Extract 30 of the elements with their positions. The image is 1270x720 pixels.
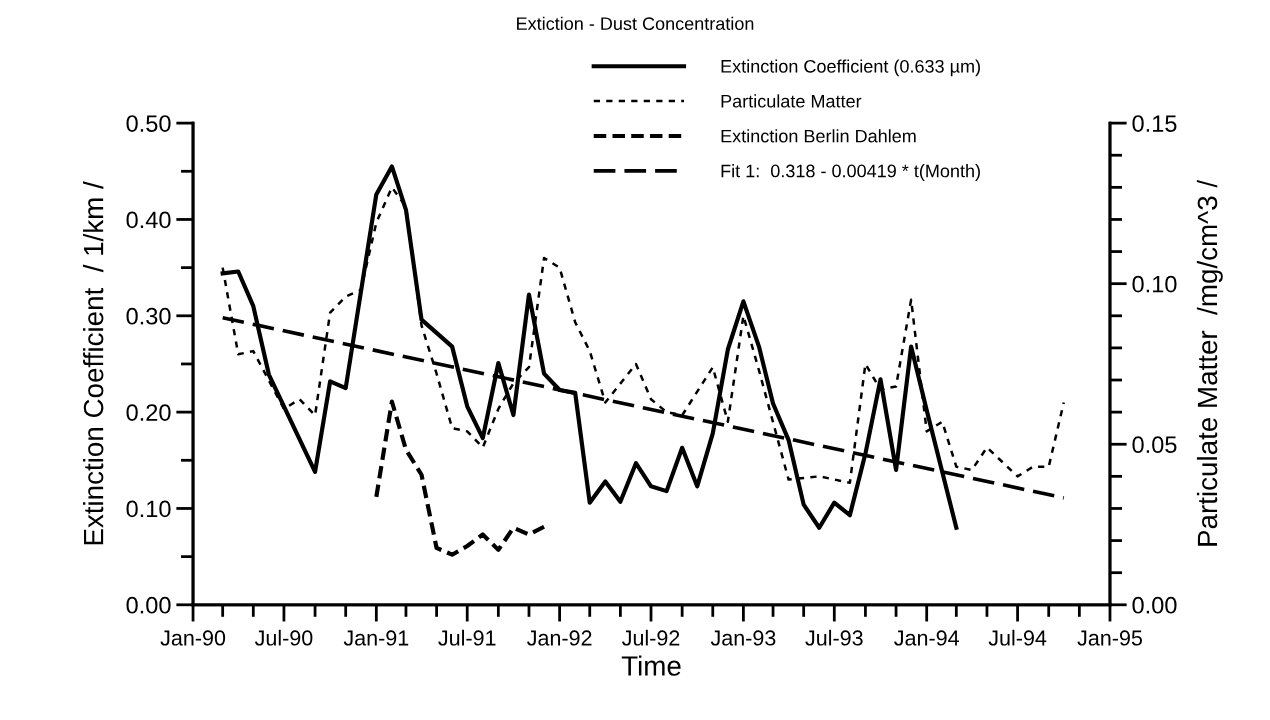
legend-label: Particulate Matter: [721, 94, 862, 108]
y-tick-label: 0.40: [126, 211, 171, 229]
y-axis-title: Extinction Coefficient / 1/km /: [83, 181, 104, 545]
x-tick-label: Jan-93: [710, 630, 776, 646]
legend-label: Fit 1: 0.318 - 0.00419 * t(Month): [721, 164, 980, 181]
x-tick-label: Jul-91: [438, 629, 496, 646]
y2-axis-title: Particulate Matter /mg/cm^3 /: [1196, 179, 1223, 546]
x-tick-label: Jul-90: [254, 629, 313, 646]
y2-tick-label: 0.10: [1132, 275, 1177, 293]
x-tick-label: Jul-94: [988, 629, 1047, 646]
chart-title: Extiction - Dust Concentration: [517, 16, 754, 31]
x-tick-label: Jan-90: [160, 630, 226, 646]
legend-label: Extinction Coefficient (0.633 µm): [721, 59, 980, 77]
y-tick-label: 0.10: [126, 500, 171, 518]
x-tick-label: Jan-92: [527, 630, 592, 646]
line-series: [374, 399, 547, 557]
legend-label: Extinction Berlin Dahlem: [721, 129, 916, 143]
y2-tick-label: 0.15: [1132, 115, 1177, 132]
x-tick-label: Jan-95: [1077, 630, 1142, 646]
x-tick-label: Jul-92: [622, 629, 680, 646]
x-axis-title: Time: [621, 655, 681, 676]
y2-tick-label: 0.00: [1132, 596, 1177, 614]
y-tick-label: 0.50: [126, 115, 171, 132]
y2-tick-label: 0.05: [1132, 436, 1177, 454]
x-tick-label: Jul-93: [805, 629, 863, 646]
x-tick-label: Jan-94: [894, 630, 959, 646]
y-tick-label: 0.00: [126, 596, 171, 614]
x-tick-label: Jan-91: [343, 630, 409, 646]
y-tick-label: 0.20: [126, 404, 171, 421]
y-tick-label: 0.30: [126, 307, 171, 325]
